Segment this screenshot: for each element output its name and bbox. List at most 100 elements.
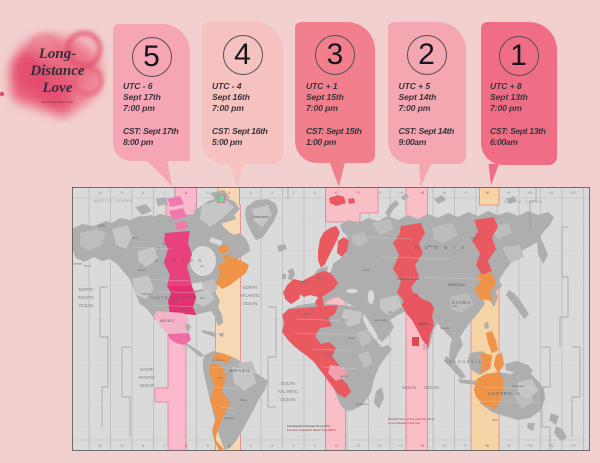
svg-text:Zambia: Zambia — [340, 376, 348, 378]
svg-text:Yakutia: Yakutia — [470, 237, 478, 240]
svg-text:+3: +3 — [377, 191, 381, 195]
svg-text:0: 0 — [314, 444, 316, 448]
svg-text:INDIAN: INDIAN — [402, 385, 416, 390]
svg-text:+1: +1 — [334, 444, 338, 448]
svg-text:is not included in this map: is not included in this map — [388, 421, 421, 425]
svg-text:Siberia: Siberia — [428, 245, 436, 248]
svg-text:Peru: Peru — [218, 377, 224, 380]
svg-text:+7: +7 — [463, 444, 467, 448]
svg-text:Daylight Saving Time (Summer T: Daylight Saving Time (Summer Time) — [388, 417, 434, 421]
svg-text:-3: -3 — [249, 444, 252, 448]
svg-text:Ont: Ont — [200, 265, 204, 268]
svg-text:KAZAKHSTAN: KAZAKHSTAN — [397, 277, 420, 281]
svg-text:OCEAN: OCEAN — [79, 303, 94, 308]
svg-text:-9: -9 — [120, 191, 123, 195]
svg-text:-4: -4 — [227, 444, 230, 448]
svg-text:OCEAN: OCEAN — [281, 397, 296, 402]
svg-text:Iran: Iran — [388, 311, 393, 314]
svg-text:ARCTIC OCEAN: ARCTIC OCEAN — [504, 200, 542, 204]
svg-text:+12: +12 — [570, 444, 576, 448]
svg-text:Saudi Arabia: Saudi Arabia — [374, 319, 388, 322]
svg-text:+3: +3 — [377, 444, 381, 448]
svg-text:+2: +2 — [356, 191, 360, 195]
svg-text:ATLANTIC: ATLANTIC — [278, 389, 298, 394]
svg-text:+7: +7 — [463, 191, 467, 195]
svg-text:+4: +4 — [399, 444, 403, 448]
svg-text:ATLANTIC: ATLANTIC — [240, 293, 260, 298]
svg-text:-6: -6 — [184, 444, 187, 448]
svg-text:Venezuela: Venezuela — [212, 360, 223, 362]
svg-text:OCEAN: OCEAN — [140, 383, 155, 388]
svg-text:Nigeria: Nigeria — [324, 353, 332, 356]
svg-text:-10: -10 — [97, 444, 102, 448]
svg-text:SOUTH: SOUTH — [281, 381, 296, 386]
svg-text:-2: -2 — [270, 444, 273, 448]
svg-text:+6: +6 — [442, 191, 446, 195]
svg-text:-6: -6 — [184, 191, 187, 195]
svg-text:NORTH: NORTH — [243, 285, 258, 290]
svg-text:+12: +12 — [570, 191, 576, 195]
svg-text:Queensland: Queensland — [512, 386, 525, 388]
svg-text:-8: -8 — [141, 444, 144, 448]
svg-text:+11: +11 — [549, 191, 554, 195]
svg-text:0: 0 — [314, 191, 316, 195]
svg-text:Ukraine: Ukraine — [362, 269, 371, 272]
svg-text:+5: +5 — [420, 191, 424, 195]
svg-text:BRAZIL: BRAZIL — [230, 368, 251, 373]
svg-text:-2: -2 — [270, 191, 273, 195]
svg-text:INDONESIA: INDONESIA — [446, 360, 483, 364]
svg-text:+4: +4 — [399, 191, 403, 195]
svg-text:+11: +11 — [549, 444, 554, 448]
svg-text:+6: +6 — [442, 444, 446, 448]
svg-text:UNITED STATES: UNITED STATES — [151, 295, 198, 300]
svg-text:OCEAN: OCEAN — [243, 301, 258, 306]
svg-text:-7: -7 — [163, 444, 166, 448]
svg-text:Tibet: Tibet — [452, 305, 457, 308]
svg-text:Libya: Libya — [324, 318, 330, 320]
svg-text:NSW: NSW — [492, 420, 498, 422]
svg-text:Myanmar: Myanmar — [440, 327, 450, 330]
svg-text:Coordinated Universal Time (UT: Coordinated Universal Time (UTC) — [287, 424, 330, 428]
svg-text:-1: -1 — [292, 191, 295, 195]
svg-text:Greenland: Greenland — [252, 215, 269, 219]
svg-text:+10: +10 — [527, 444, 533, 448]
svg-text:South Africa: South Africa — [356, 403, 369, 406]
svg-text:Ohio: Ohio — [200, 298, 206, 300]
svg-text:INDIA: INDIA — [419, 322, 429, 326]
svg-text:Bolivia: Bolivia — [240, 400, 247, 402]
svg-text:PACIFIC: PACIFIC — [78, 295, 94, 300]
svg-text:USA: USA — [98, 224, 106, 228]
svg-text:Formerly Greenwich Mean Time (: Formerly Greenwich Mean Time (GMT) — [287, 428, 336, 432]
svg-text:MONGOLIA: MONGOLIA — [448, 283, 466, 287]
svg-text:+2: +2 — [356, 444, 360, 448]
svg-text:AUSTRALIA: AUSTRALIA — [488, 391, 521, 396]
svg-text:NWT: NWT — [162, 244, 168, 246]
svg-text:SOUTH: SOUTH — [140, 367, 155, 372]
svg-text:-1: -1 — [292, 444, 295, 448]
svg-text:Texas: Texas — [180, 310, 187, 312]
svg-text:-8: -8 — [141, 191, 144, 195]
svg-text:Montana: Montana — [142, 293, 152, 296]
svg-text:+10: +10 — [527, 191, 533, 195]
svg-text:OCEAN: OCEAN — [424, 385, 439, 390]
svg-text:Argentina: Argentina — [224, 417, 235, 420]
svg-text:Poland: Poland — [316, 278, 324, 280]
svg-text:NORTH: NORTH — [79, 287, 94, 292]
svg-text:-10: -10 — [97, 191, 102, 195]
svg-text:-7: -7 — [163, 191, 166, 195]
svg-text:-3: -3 — [249, 191, 252, 195]
svg-text:ARCTIC OCEAN: ARCTIC OCEAN — [94, 199, 132, 203]
svg-text:France: France — [300, 281, 308, 284]
svg-text:Alberta: Alberta — [138, 269, 146, 272]
svg-text:+9: +9 — [506, 444, 510, 448]
svg-text:R U S S I A: R U S S I A — [415, 245, 467, 250]
svg-text:CHINA: CHINA — [452, 300, 471, 305]
svg-text:+8: +8 — [485, 191, 489, 195]
svg-text:+5: +5 — [420, 444, 424, 448]
svg-text:Algeria: Algeria — [304, 313, 312, 316]
svg-text:Yukon: Yukon — [132, 238, 139, 240]
svg-text:-9: -9 — [120, 444, 123, 448]
svg-text:C A N A D A: C A N A D A — [155, 258, 203, 263]
svg-text:MEXICO: MEXICO — [160, 319, 174, 323]
svg-text:-5: -5 — [206, 191, 209, 195]
